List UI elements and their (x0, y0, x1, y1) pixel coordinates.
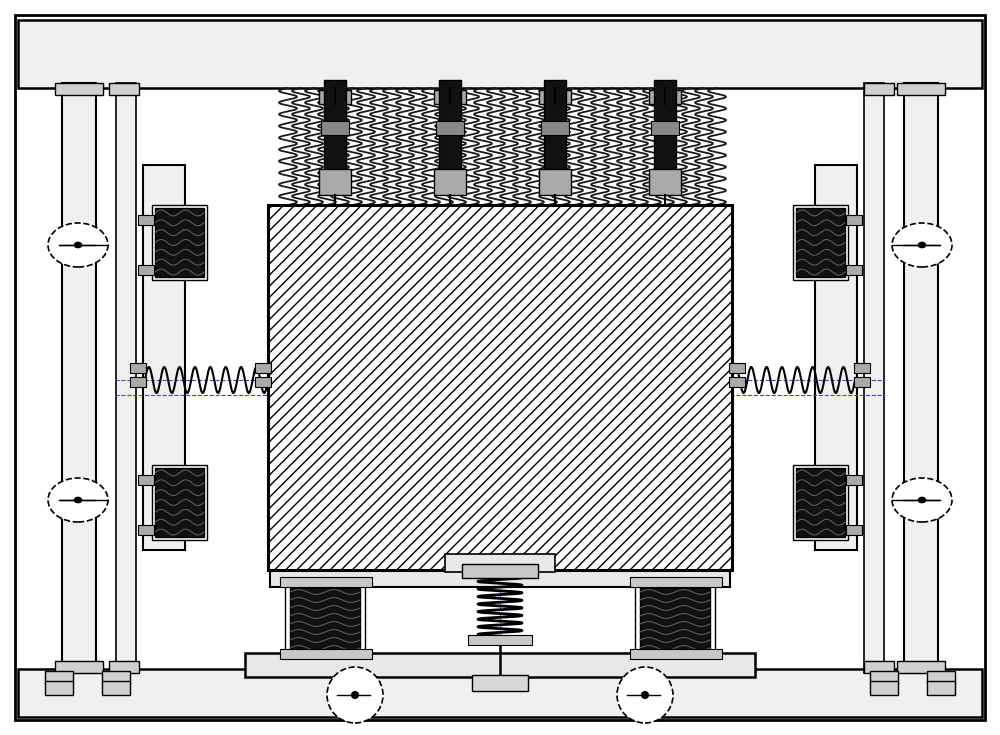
Bar (270, 569, 730, 587)
Bar (245, 653, 755, 677)
Bar (55, 83, 103, 95)
Bar (45, 671, 73, 683)
Bar (143, 165, 185, 550)
Bar (152, 205, 207, 280)
Bar (138, 475, 154, 485)
Bar (649, 169, 681, 195)
Bar (109, 661, 139, 673)
Ellipse shape (48, 223, 108, 267)
Bar (116, 83, 136, 673)
Bar (854, 363, 870, 373)
Ellipse shape (74, 243, 82, 248)
Bar (18, 20, 982, 88)
Bar (815, 165, 857, 550)
Bar (640, 588, 710, 652)
Ellipse shape (892, 223, 952, 267)
Bar (539, 169, 571, 195)
Bar (102, 671, 130, 683)
Bar (864, 661, 894, 673)
Ellipse shape (918, 243, 926, 248)
Bar (319, 90, 351, 104)
Ellipse shape (918, 498, 926, 503)
Bar (864, 83, 884, 673)
Bar (102, 681, 130, 695)
Bar (45, 681, 73, 695)
Bar (268, 205, 732, 570)
Bar (897, 661, 945, 673)
Bar (445, 554, 555, 572)
Bar (439, 80, 461, 170)
Bar (793, 465, 848, 540)
Bar (927, 671, 955, 683)
Bar (109, 83, 139, 95)
Bar (434, 90, 466, 104)
Bar (155, 208, 204, 277)
Bar (635, 585, 715, 655)
Bar (472, 675, 528, 691)
Bar (468, 635, 532, 645)
Bar (846, 265, 862, 275)
Bar (796, 208, 845, 277)
Bar (280, 577, 372, 587)
Bar (729, 377, 745, 387)
Bar (280, 649, 372, 659)
Bar (55, 661, 103, 673)
Bar (630, 577, 722, 587)
Bar (152, 465, 207, 540)
Bar (729, 363, 745, 373)
Bar (138, 265, 154, 275)
Bar (255, 377, 271, 387)
Ellipse shape (327, 667, 383, 723)
Bar (630, 649, 722, 659)
Bar (138, 215, 154, 225)
Bar (870, 671, 898, 683)
Bar (846, 215, 862, 225)
Bar (290, 588, 360, 652)
Bar (649, 90, 681, 104)
Bar (846, 475, 862, 485)
Bar (854, 377, 870, 387)
Ellipse shape (352, 692, 358, 698)
Bar (897, 83, 945, 95)
Bar (18, 669, 982, 717)
Bar (846, 525, 862, 535)
Ellipse shape (617, 667, 673, 723)
Bar (434, 169, 466, 195)
Bar (285, 585, 365, 655)
Bar (541, 121, 569, 135)
Bar (904, 83, 938, 673)
Bar (539, 90, 571, 104)
Ellipse shape (892, 478, 952, 522)
Bar (130, 377, 146, 387)
Ellipse shape (48, 478, 108, 522)
Bar (462, 564, 538, 578)
Bar (319, 169, 351, 195)
Bar (155, 468, 204, 537)
Bar (651, 121, 679, 135)
Ellipse shape (74, 498, 82, 503)
Bar (544, 80, 566, 170)
Ellipse shape (642, 692, 648, 698)
Bar (864, 83, 894, 95)
Bar (870, 681, 898, 695)
Bar (324, 80, 346, 170)
Bar (138, 525, 154, 535)
Bar (62, 83, 96, 673)
Bar (796, 468, 845, 537)
Bar (793, 205, 848, 280)
Bar (436, 121, 464, 135)
Bar (321, 121, 349, 135)
Bar (130, 363, 146, 373)
Bar (255, 363, 271, 373)
Bar (654, 80, 676, 170)
Bar (927, 681, 955, 695)
